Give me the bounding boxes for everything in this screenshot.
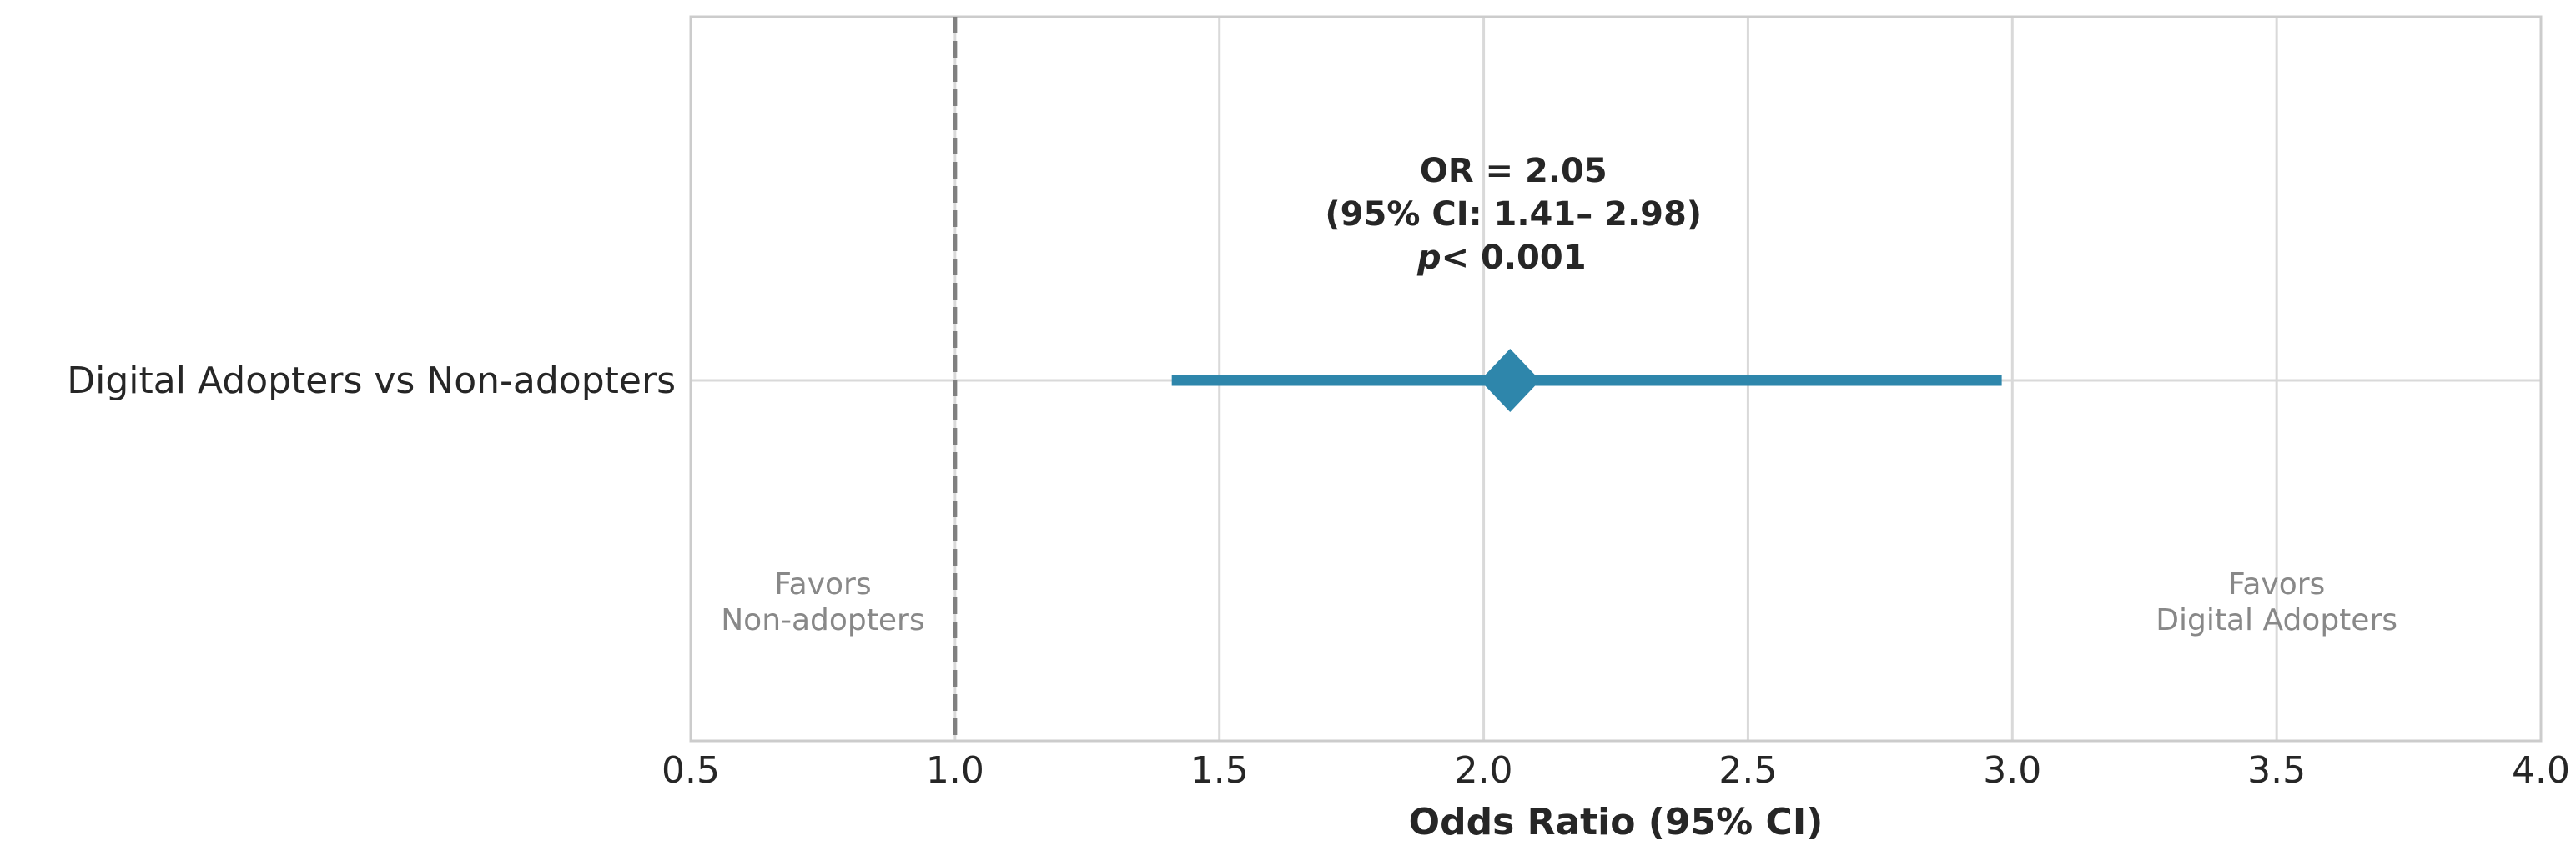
annotation-or: OR = 2.05 — [1420, 152, 1607, 190]
x-tick-label: 2.5 — [1718, 749, 1777, 792]
right-note-line1: Favors — [2228, 567, 2325, 602]
plot-frame — [689, 15, 2543, 743]
x-tick-label: 3.0 — [1983, 749, 2041, 792]
x-axis-title: Odds Ratio (95% CI) — [1409, 801, 1824, 843]
x-tick-label: 2.0 — [1455, 749, 1513, 792]
annotation-pvalue: p< 0.001 — [1416, 239, 1587, 277]
left-note-line2: Non-adopters — [721, 603, 924, 637]
p-text: < 0.001 — [1441, 239, 1587, 277]
left-note-line1: Favors — [774, 567, 871, 602]
annotation-ci: (95% CI: 1.41– 2.98) — [1325, 195, 1702, 234]
x-tick-label: 0.5 — [662, 749, 720, 792]
x-tick-label: 1.0 — [926, 749, 984, 792]
x-tick-label: 4.0 — [2512, 749, 2570, 792]
right-note-line2: Digital Adopters — [2156, 603, 2397, 637]
or-diamond-marker — [1480, 349, 1541, 412]
x-tick-labels: 0.5 1.0 1.5 2.0 2.5 3.0 3.5 4.0 — [662, 749, 2570, 792]
p-symbol: p — [1416, 239, 1441, 277]
x-tick-label: 1.5 — [1190, 749, 1249, 792]
x-tick-label: 3.5 — [2247, 749, 2306, 792]
category-label: Digital Adopters vs Non-adopters — [67, 360, 676, 402]
